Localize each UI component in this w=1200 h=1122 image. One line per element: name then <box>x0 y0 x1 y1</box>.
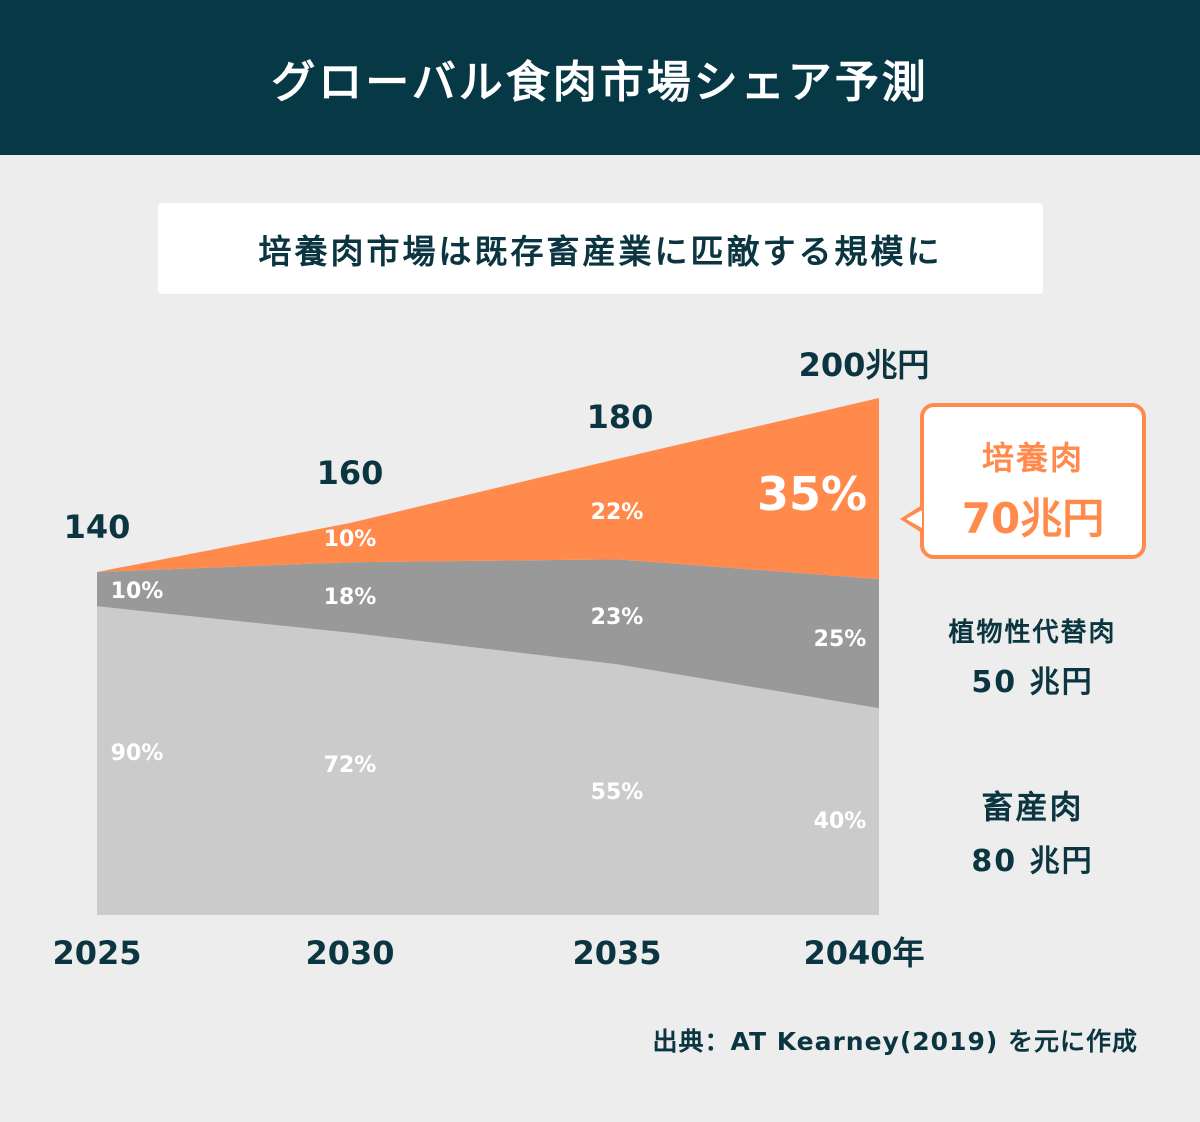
plant-based-value: 50 兆円 <box>971 665 1094 700</box>
area-1 <box>97 559 879 709</box>
page-title: グローバル食肉市場シェア予測 <box>271 56 929 108</box>
percent-label: 55% <box>591 780 644 805</box>
subtitle-box: 培養肉市場は既存畜産業に匹敵する規模に <box>158 203 1043 294</box>
callout-notch-inner <box>906 510 922 528</box>
chart-total-labels: 140 160 180 200兆円 <box>64 346 930 546</box>
total-label: 180 <box>587 398 654 436</box>
x-tick-label: 2025 <box>52 934 141 972</box>
x-tick-label: 2030 <box>305 934 394 972</box>
header-bar: グローバル食肉市場シェア予測 <box>0 0 1200 155</box>
area-2 <box>97 398 879 579</box>
chart-areas <box>97 398 879 915</box>
callout-value: 70兆円 <box>961 494 1105 543</box>
percent-label: 10% <box>111 579 164 604</box>
total-label: 140 <box>64 508 131 546</box>
percent-label: 40% <box>814 809 867 834</box>
livestock-value: 80 兆円 <box>971 844 1094 879</box>
percent-label: 10% <box>324 527 377 552</box>
plant-based-label: 植物性代替肉 50 兆円 <box>930 612 1135 701</box>
total-label: 200兆円 <box>799 346 930 384</box>
percent-label: 35% <box>757 467 867 521</box>
percent-label: 72% <box>324 753 377 778</box>
callout-name: 培養肉 <box>981 439 1084 477</box>
percent-label: 25% <box>814 627 867 652</box>
source-note: 出典：AT Kearney(2019) を元に作成 <box>652 1027 1138 1056</box>
percent-label: 18% <box>324 585 377 610</box>
total-label: 160 <box>317 454 384 492</box>
plant-based-name: 植物性代替肉 <box>948 618 1117 648</box>
percent-label: 23% <box>591 605 644 630</box>
livestock-label: 畜産肉 80 兆円 <box>930 782 1135 880</box>
x-tick-label: 2035 <box>572 934 661 972</box>
percent-label: 22% <box>591 500 644 525</box>
chart-x-ticks: 2025 2030 2035 2040年 <box>52 934 924 972</box>
percent-label: 90% <box>111 741 164 766</box>
chart-percent-labels: 90% 72% 55% 40% 10% 18% 23% 25% 10% 22% 35% <box>111 467 867 834</box>
cultured-meat-callout: 培養肉 70兆円 <box>920 403 1146 559</box>
x-tick-label: 2040年 <box>803 934 924 972</box>
livestock-name: 畜産肉 <box>981 788 1084 826</box>
area-0 <box>97 606 879 915</box>
subtitle-text: 培養肉市場は既存畜産業に匹敵する規模に <box>258 231 943 271</box>
